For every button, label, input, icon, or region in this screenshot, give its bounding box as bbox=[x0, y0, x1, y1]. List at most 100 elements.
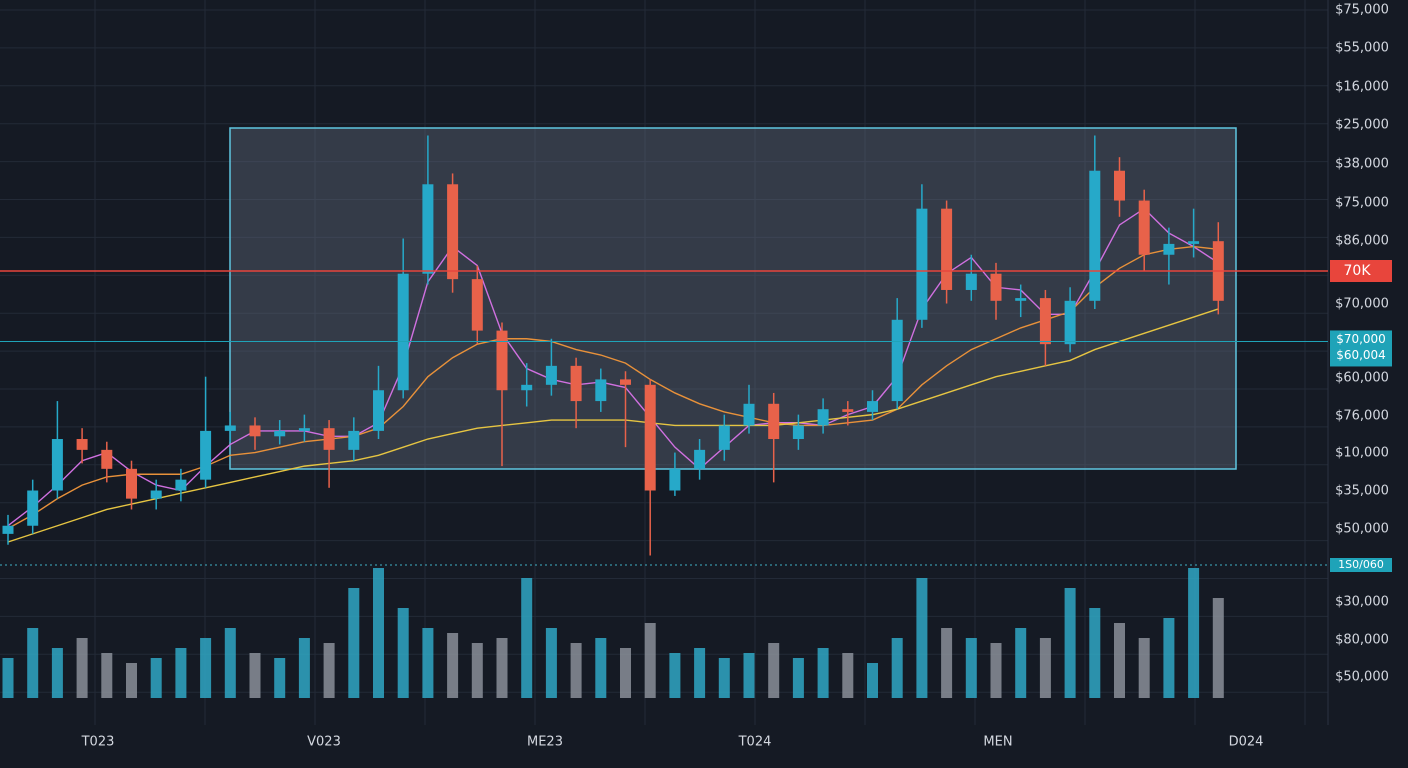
volume-bar bbox=[916, 578, 928, 698]
candle-body bbox=[595, 379, 607, 402]
candle-body bbox=[941, 208, 953, 290]
candle-body bbox=[521, 384, 533, 391]
candle-body bbox=[1064, 300, 1076, 345]
price-axis-label: $75,000 bbox=[1335, 196, 1389, 211]
volume-bar bbox=[1064, 588, 1076, 698]
x-axis-label: ME23 bbox=[527, 735, 563, 750]
volume-bar bbox=[743, 653, 755, 698]
candle-body bbox=[323, 428, 335, 450]
volume-bar bbox=[644, 623, 656, 698]
candle-body bbox=[298, 428, 310, 431]
x-axis-label: T023 bbox=[81, 735, 115, 750]
volume-bar bbox=[768, 643, 780, 698]
volume-bar bbox=[101, 653, 113, 698]
x-axis-label: V023 bbox=[307, 735, 341, 750]
volume-bar bbox=[175, 648, 187, 698]
volume-bar bbox=[718, 658, 730, 698]
candle-body bbox=[2, 525, 14, 534]
grid bbox=[0, 0, 1328, 725]
price-axis-label: $86,000 bbox=[1335, 234, 1389, 249]
volume-bar bbox=[891, 638, 903, 698]
candle-body bbox=[669, 468, 681, 491]
candle-body bbox=[718, 425, 730, 450]
candle-body bbox=[471, 279, 483, 331]
candle-body bbox=[644, 384, 656, 491]
candle-body bbox=[274, 430, 286, 437]
candle-body bbox=[76, 439, 88, 450]
candle-body bbox=[397, 273, 409, 391]
price-badge-label: 70K bbox=[1344, 263, 1372, 279]
candle-body bbox=[150, 490, 162, 499]
volume-bar bbox=[1138, 638, 1150, 698]
volume-bar bbox=[669, 653, 681, 698]
candle-body bbox=[891, 319, 903, 402]
candle-body bbox=[867, 401, 878, 412]
candle-body bbox=[792, 425, 804, 440]
current-price-badge bbox=[1330, 330, 1392, 367]
candle-body bbox=[200, 430, 212, 480]
candle-body bbox=[965, 273, 977, 290]
volume-bar bbox=[200, 638, 212, 698]
candle-body bbox=[27, 490, 39, 526]
volume-bar bbox=[620, 648, 631, 698]
volume-bar bbox=[496, 638, 508, 698]
volume-bar bbox=[27, 628, 39, 698]
candle-body bbox=[768, 403, 780, 440]
candle-body bbox=[842, 409, 854, 412]
volume-bar bbox=[965, 638, 977, 698]
candle-body bbox=[496, 330, 508, 391]
volume-bar bbox=[521, 578, 533, 698]
volume-bar bbox=[224, 628, 236, 698]
price-axis-label: $38,000 bbox=[1335, 157, 1389, 172]
candle-body bbox=[1015, 298, 1027, 301]
candle-body bbox=[620, 379, 631, 385]
x-axis-label: T024 bbox=[738, 735, 772, 750]
candle-body bbox=[1188, 241, 1200, 244]
candle-body bbox=[447, 184, 459, 280]
volume-bar bbox=[373, 568, 384, 698]
volume-bar bbox=[76, 638, 88, 698]
volume-bar bbox=[150, 658, 162, 698]
price-badge bbox=[1330, 260, 1392, 282]
volume-bar bbox=[570, 643, 582, 698]
candle-body bbox=[1089, 170, 1101, 301]
candle-body bbox=[422, 184, 434, 274]
price-axis-label: $35,000 bbox=[1335, 484, 1389, 499]
price-axis-label: $50,000 bbox=[1335, 670, 1389, 685]
volume-bar bbox=[323, 643, 335, 698]
volume-bar bbox=[1188, 568, 1200, 698]
candle-body bbox=[916, 208, 928, 320]
price-axis-label: $25,000 bbox=[1335, 118, 1389, 133]
candle-body bbox=[373, 390, 384, 431]
volume-bar bbox=[842, 653, 854, 698]
candle-body bbox=[817, 409, 829, 426]
candle-body bbox=[743, 403, 755, 426]
volume-bar bbox=[694, 648, 706, 698]
volume-bar bbox=[298, 638, 310, 698]
price-axis-label: $10,000 bbox=[1335, 446, 1389, 461]
volume-bar bbox=[1163, 618, 1175, 698]
volume-bar bbox=[545, 628, 557, 698]
current-price-label: $60,004 bbox=[1336, 348, 1386, 362]
x-axis-label: MEN bbox=[983, 735, 1012, 750]
candle-body bbox=[1138, 200, 1150, 255]
candle-body bbox=[694, 449, 706, 469]
candle-body bbox=[249, 425, 261, 437]
volume-bar bbox=[274, 658, 286, 698]
candle-body bbox=[51, 439, 63, 491]
volume-bar bbox=[1015, 628, 1027, 698]
price-axis-label: $16,000 bbox=[1335, 80, 1389, 95]
volume-bar bbox=[51, 648, 63, 698]
price-axis-label: $30,000 bbox=[1335, 595, 1389, 610]
price-axis-label: $75,000 bbox=[1335, 3, 1389, 18]
volume-bar bbox=[422, 628, 434, 698]
candle-body bbox=[545, 365, 557, 385]
volume-bar bbox=[941, 628, 953, 698]
candle-body bbox=[348, 430, 360, 450]
volume-bar bbox=[1114, 623, 1125, 698]
volume-bar bbox=[1039, 638, 1051, 698]
volume-badge-label: 1S0/060 bbox=[1338, 558, 1384, 571]
volume-bar bbox=[990, 643, 1002, 698]
price-axis-label: $60,000 bbox=[1335, 371, 1389, 386]
